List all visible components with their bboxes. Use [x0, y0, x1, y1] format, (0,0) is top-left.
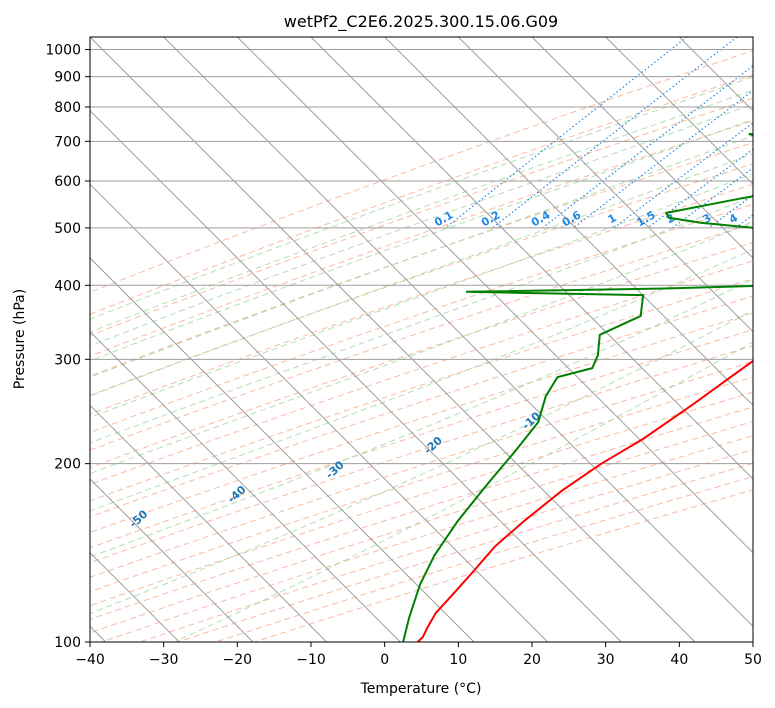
mixing-ratio-label-3: 0.6	[560, 208, 584, 229]
dry-adiabat-4	[90, 142, 753, 377]
moist-adiabat-2	[90, 103, 753, 347]
isotherm-label-7: -30	[323, 458, 347, 481]
dry-adiabat-5	[90, 163, 753, 396]
y-tick-label-0: 100	[54, 635, 81, 651]
x-tick-label-3: −10	[296, 652, 326, 668]
isotherm-line-10	[90, 109, 622, 642]
x-tick-label-2: −20	[223, 652, 253, 668]
x-tick-label-7: 30	[597, 652, 615, 668]
mixing-ratio-line-0	[445, 37, 688, 229]
x-tick-label-6: 20	[523, 652, 541, 668]
isotherm-line-7	[90, 330, 401, 642]
mixing-ratio-line-2	[542, 65, 753, 229]
isotherm-label-5: -50	[127, 507, 151, 530]
dry-adiabat-2	[90, 97, 753, 337]
moist-adiabat-0	[90, 76, 753, 320]
y-axis-label: Pressure (hPa)	[12, 289, 28, 389]
y-axis: 100 200 300 400 500 600 700 800 900 1000	[45, 43, 90, 651]
mixing-ratio-line-6	[672, 167, 753, 229]
mixing-ratio-line-3	[572, 89, 753, 229]
y-tick-label-6: 700	[54, 134, 81, 150]
moist-adiabat-8	[90, 220, 753, 475]
y-tick-label-8: 900	[54, 70, 81, 86]
moist-adiabat-9	[90, 248, 753, 512]
moist-adiabat-3	[90, 118, 753, 362]
pressure-grid	[90, 49, 753, 642]
isotherm-line-19	[678, 37, 753, 112]
x-tick-label-4: 0	[380, 652, 389, 668]
dry-adiabat-13	[90, 312, 753, 534]
isotherm-line-16	[457, 37, 753, 333]
dry-adiabat-7	[90, 203, 753, 433]
isotherm-line-20	[752, 37, 753, 38]
isotherm-label-8: -20	[421, 434, 445, 457]
moist-adiabats	[90, 76, 753, 642]
chart-title: wetPf2_C2E6.2025.300.15.06.G09	[284, 12, 558, 32]
y-tick-label-4: 500	[54, 221, 81, 237]
dry-adiabat-14	[90, 329, 753, 549]
y-tick-label-2: 300	[54, 352, 81, 368]
dry-adiabat-17	[90, 376, 753, 593]
isotherm-line-9	[90, 183, 549, 642]
isotherm-line-6	[90, 404, 328, 642]
dry-adiabat-10	[90, 260, 753, 485]
plot-area: -100-90-80-70-60-50-40-30-20-10010203040…	[29, 37, 775, 642]
y-tick-label-7: 800	[54, 100, 81, 116]
y-tick-label-9: 1000	[45, 43, 81, 59]
y-tick-label-1: 200	[54, 457, 81, 473]
isotherm-line-17	[531, 37, 753, 259]
x-tick-label-1: −30	[149, 652, 179, 668]
mixing-ratio-label-5: 1.5	[634, 208, 657, 229]
moist-adiabat-7	[90, 195, 753, 444]
dry-adiabat-9	[90, 241, 753, 469]
isotherm-line-8	[90, 257, 475, 642]
moist-adiabat-6	[90, 173, 753, 418]
x-tick-label-8: 40	[670, 652, 688, 668]
x-tick-label-5: 10	[449, 652, 467, 668]
mixing-ratio-label-2: 0.4	[529, 208, 553, 229]
x-tick-label-0: −40	[75, 652, 105, 668]
isotherms	[90, 37, 753, 642]
isotherm-line-13	[236, 37, 753, 554]
moist-adiabat-1	[90, 89, 753, 333]
dry-adiabat-24	[215, 476, 753, 642]
dry-adiabat-0	[90, 50, 753, 293]
isotherm-label-4: -60	[29, 532, 53, 555]
isotherm-line-11	[90, 37, 696, 642]
dry-adiabat-16	[90, 361, 753, 578]
plot-frame	[89, 36, 754, 643]
x-axis-label: Temperature (°C)	[360, 681, 482, 697]
dry-adiabat-6	[90, 183, 753, 415]
dry-adiabat-3	[90, 120, 753, 357]
dewpoint-line	[402, 132, 753, 642]
isotherm-line-14	[310, 37, 753, 480]
dry-adiabat-8	[90, 223, 753, 451]
x-tick-label-9: 50	[744, 652, 762, 668]
isotherm-line-15	[384, 37, 753, 407]
dry-adiabat-18	[90, 391, 753, 607]
dry-adiabat-12	[90, 295, 753, 518]
moist-adiabat-10	[90, 278, 753, 558]
dry-adiabat-23	[177, 462, 753, 642]
temperature-line	[416, 359, 753, 642]
mixing-ratio-label-4: 1	[606, 211, 619, 226]
isotherm-line-5	[90, 478, 254, 642]
dry-adiabats	[90, 50, 753, 642]
moist-adiabat-11	[90, 309, 753, 614]
isotherm-line-12	[163, 37, 753, 628]
dry-adiabat-15	[90, 345, 753, 564]
isotherm-line-18	[605, 37, 753, 186]
x-axis: −40 −30 −20 −10 0 10 20 30 40 50	[75, 642, 762, 668]
mixing-ratio-label-9: 6	[766, 211, 775, 226]
mixing-ratio-lines	[445, 37, 753, 229]
dry-adiabat-11	[90, 278, 753, 502]
y-tick-label-5: 600	[54, 174, 81, 190]
dry-adiabat-1	[90, 74, 753, 315]
mixing-ratio-label-8: 4	[727, 211, 740, 226]
moist-adiabat-4	[90, 135, 753, 378]
y-tick-label-3: 400	[54, 278, 81, 294]
moist-adiabat-5	[90, 153, 753, 397]
mixing-ratio-line-1	[492, 37, 738, 229]
